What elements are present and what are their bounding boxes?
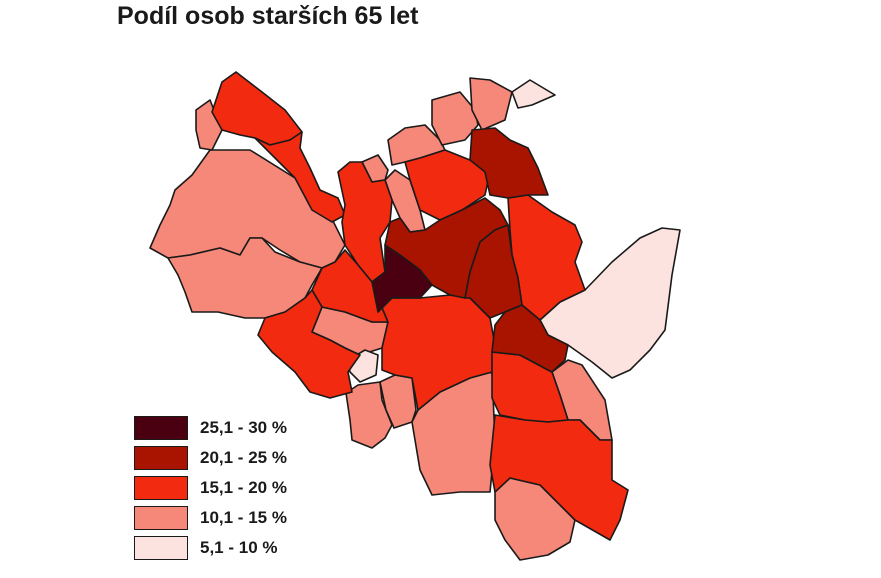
district[interactable]: [211, 71, 303, 146]
district[interactable]: [511, 79, 556, 109]
district[interactable]: [345, 381, 393, 449]
district[interactable]: [195, 99, 223, 151]
legend-label: 25,1 - 30 %: [200, 418, 287, 437]
district[interactable]: [371, 244, 433, 313]
district[interactable]: [404, 149, 491, 221]
district[interactable]: [539, 227, 681, 379]
legend-label: 5,1 - 10 %: [200, 538, 278, 557]
legend-swatch: [134, 506, 188, 530]
district[interactable]: [167, 237, 323, 319]
district[interactable]: [469, 127, 549, 199]
legend-swatch: [134, 536, 188, 560]
district[interactable]: [257, 289, 361, 399]
legend-label: 10,1 - 15 %: [200, 508, 287, 527]
legend-swatch: [134, 446, 188, 470]
legend-label: 20,1 - 25 %: [200, 448, 287, 467]
legend-swatch: [134, 416, 188, 440]
legend-label: 15,1 - 20 %: [200, 478, 287, 497]
district[interactable]: [337, 161, 393, 283]
legend-swatch: [134, 476, 188, 500]
district[interactable]: [254, 131, 346, 223]
district[interactable]: [489, 414, 629, 541]
district[interactable]: [491, 304, 569, 373]
district[interactable]: [469, 77, 513, 131]
map-title: Podíl osob starších 65 let: [117, 2, 419, 30]
